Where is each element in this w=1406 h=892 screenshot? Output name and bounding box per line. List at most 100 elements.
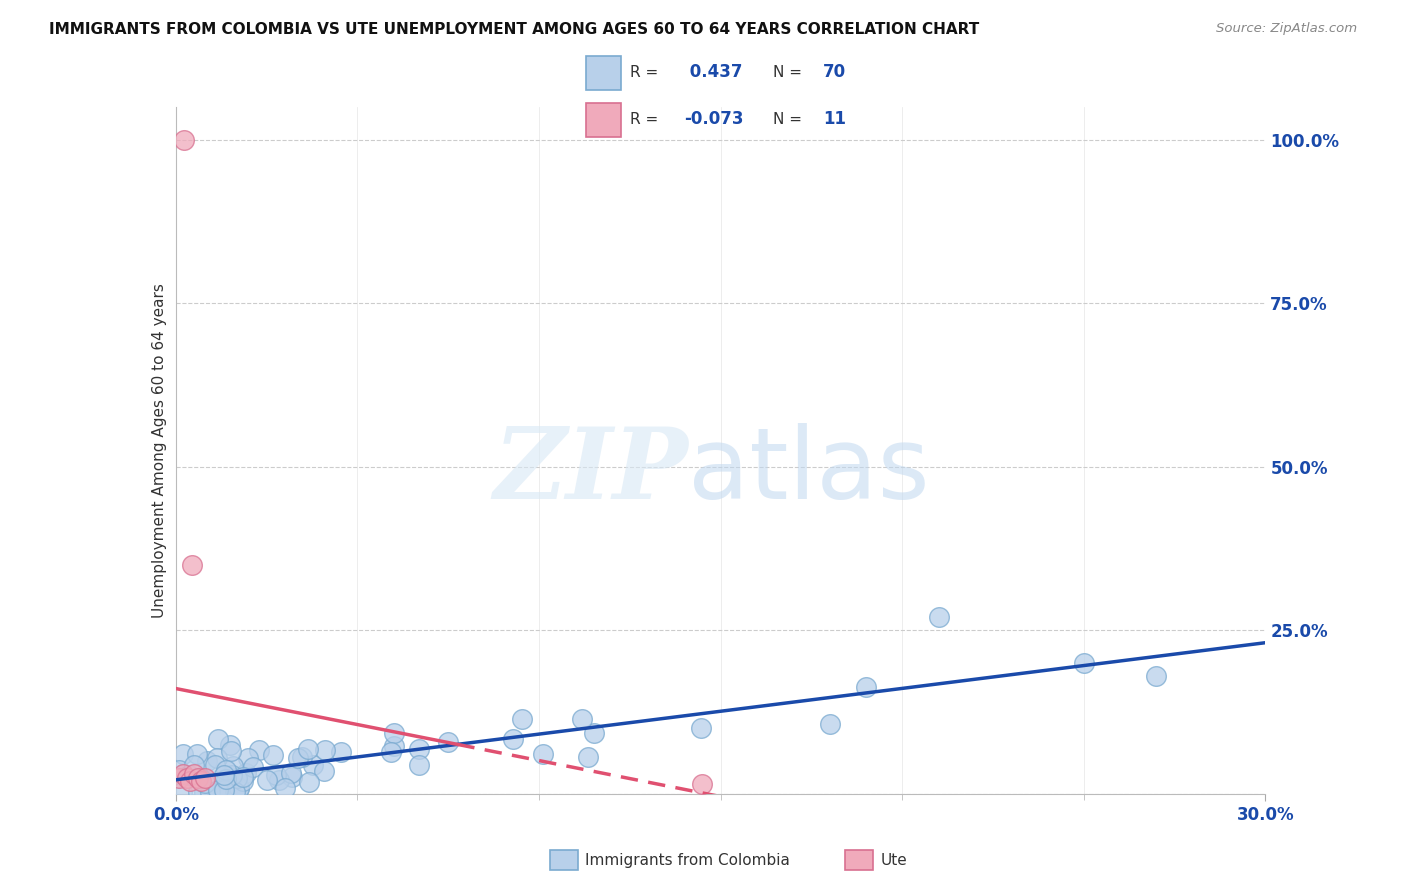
Point [855, 680, 877, 694]
Point [298, 774, 321, 789]
Point [582, 725, 605, 739]
Point [262, 747, 284, 762]
Point [172, 747, 194, 761]
FancyBboxPatch shape [550, 850, 578, 870]
Point [204, 757, 226, 772]
Text: 11: 11 [824, 111, 846, 128]
Point [221, 768, 243, 782]
Point [928, 610, 950, 624]
Point [692, 777, 714, 791]
FancyBboxPatch shape [845, 850, 873, 870]
Point [380, 745, 402, 759]
Point [181, 558, 204, 572]
Point [302, 757, 325, 772]
Point [382, 726, 405, 740]
Point [222, 759, 245, 773]
Point [170, 785, 193, 799]
Point [169, 771, 191, 785]
Point [247, 743, 270, 757]
Text: IMMIGRANTS FROM COLOMBIA VS UTE UNEMPLOYMENT AMONG AGES 60 TO 64 YEARS CORRELATI: IMMIGRANTS FROM COLOMBIA VS UTE UNEMPLOY… [49, 22, 980, 37]
Point [212, 783, 235, 797]
Point [173, 133, 195, 147]
Point [232, 773, 254, 788]
Point [267, 772, 290, 787]
Point [194, 771, 217, 785]
Text: 0.437: 0.437 [685, 63, 742, 81]
Text: ZIP: ZIP [494, 423, 688, 519]
Point [219, 744, 242, 758]
Point [1073, 656, 1095, 670]
Point [228, 780, 250, 795]
Point [169, 763, 191, 777]
FancyBboxPatch shape [586, 103, 620, 137]
Text: R =: R = [630, 65, 658, 79]
Point [183, 767, 205, 781]
Text: N =: N = [773, 112, 801, 127]
Y-axis label: Unemployment Among Ages 60 to 64 years: Unemployment Among Ages 60 to 64 years [152, 283, 167, 618]
Point [690, 721, 713, 735]
Point [242, 760, 264, 774]
Point [208, 785, 231, 799]
Point [186, 771, 209, 785]
Text: atlas: atlas [688, 423, 929, 519]
Point [176, 771, 198, 785]
Point [281, 770, 304, 784]
Text: Immigrants from Colombia: Immigrants from Colombia [585, 854, 790, 868]
Point [219, 738, 242, 752]
Point [818, 717, 841, 731]
Point [330, 745, 353, 759]
Point [228, 780, 250, 795]
Point [297, 742, 319, 756]
Point [194, 776, 217, 790]
FancyBboxPatch shape [586, 56, 620, 90]
Text: N =: N = [773, 65, 801, 79]
Text: Source: ZipAtlas.com: Source: ZipAtlas.com [1216, 22, 1357, 36]
Point [531, 747, 554, 761]
Point [195, 754, 218, 768]
Point [236, 751, 259, 765]
Point [214, 763, 236, 777]
Point [287, 751, 309, 765]
Point [214, 767, 236, 781]
Point [226, 771, 249, 785]
Point [215, 772, 238, 786]
Point [510, 712, 533, 726]
Point [256, 772, 278, 787]
Point [235, 765, 257, 780]
Point [1146, 669, 1168, 683]
Point [408, 757, 430, 772]
Text: -0.073: -0.073 [685, 111, 744, 128]
Point [187, 785, 209, 799]
Point [198, 785, 221, 799]
Point [274, 780, 297, 795]
Point [183, 758, 205, 772]
Point [576, 750, 599, 764]
Point [179, 773, 201, 788]
Point [312, 764, 335, 778]
Point [207, 783, 229, 797]
Text: 70: 70 [824, 63, 846, 81]
Point [207, 732, 229, 747]
Text: Ute: Ute [880, 854, 907, 868]
Point [172, 767, 194, 781]
Point [186, 747, 208, 762]
Point [190, 773, 212, 788]
Point [437, 735, 460, 749]
Point [280, 765, 302, 780]
Text: R =: R = [630, 112, 658, 127]
Point [193, 785, 215, 799]
Point [172, 767, 194, 781]
Point [224, 785, 246, 799]
Point [314, 743, 336, 757]
Point [177, 768, 200, 782]
Point [205, 751, 228, 765]
Point [264, 768, 287, 782]
Point [408, 741, 430, 756]
Point [502, 731, 524, 746]
Point [571, 712, 593, 726]
Point [188, 772, 211, 786]
Point [291, 749, 314, 764]
Point [217, 770, 239, 784]
Point [382, 739, 405, 754]
Point [232, 771, 254, 785]
